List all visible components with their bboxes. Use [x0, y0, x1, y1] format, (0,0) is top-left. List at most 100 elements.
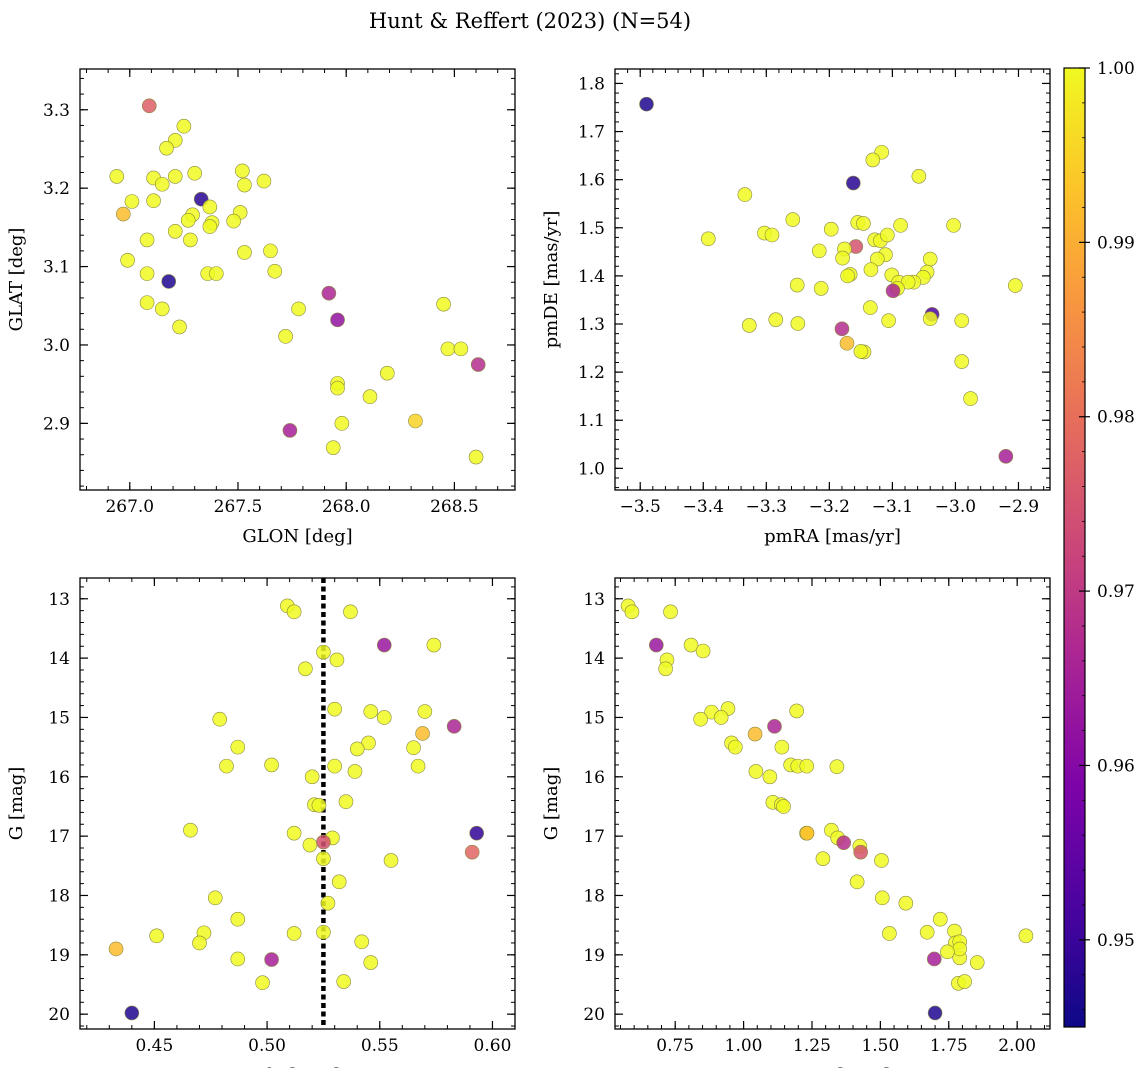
- data-point: [376, 637, 392, 653]
- y-tick-label: 19: [48, 946, 70, 966]
- axes-frame: [614, 68, 1051, 491]
- x-tick-label: 267.0: [105, 497, 154, 517]
- data-point: [361, 735, 376, 751]
- x-tick-label: 1.25: [793, 1036, 831, 1056]
- x-tick-label: −3.2: [809, 497, 850, 517]
- axes-frame: [79, 577, 516, 1030]
- data-point: [180, 213, 196, 228]
- data-point: [330, 312, 345, 328]
- data-point: [785, 212, 801, 227]
- data-point: [304, 769, 320, 785]
- data-point: [926, 951, 942, 967]
- data-point: [464, 844, 480, 860]
- data-point: [316, 834, 331, 850]
- panel-bprp-g: 0.75 1.00 1.25 1.50 1.75 2.00 13 14 15 16 17 18 19 20…: [541, 577, 1051, 1068]
- data-point: [469, 825, 484, 841]
- data-point: [695, 643, 711, 659]
- y-tick-label: 13: [48, 590, 70, 610]
- data-point: [969, 955, 985, 970]
- data-point: [885, 283, 901, 299]
- x-tick-label: 1.75: [930, 1036, 968, 1056]
- y-tick-label: 15: [583, 708, 605, 728]
- y-axis-label: G [mag]: [541, 767, 562, 840]
- data-point: [768, 312, 784, 327]
- y-tick-label: 15: [48, 708, 70, 728]
- data-point: [737, 187, 753, 202]
- data-point: [1008, 278, 1023, 293]
- data-point: [957, 974, 972, 989]
- colorbar-tick-label: 1.00: [1097, 59, 1135, 79]
- data-point: [764, 227, 780, 243]
- data-point: [183, 822, 198, 838]
- data-point: [330, 380, 345, 396]
- data-point: [426, 637, 442, 653]
- data-point: [940, 944, 955, 960]
- y-tick-label: 20: [583, 1005, 605, 1025]
- y-tick-label: 1.3: [578, 315, 605, 335]
- x-tick-label: 1.50: [861, 1036, 899, 1056]
- data-point: [212, 711, 228, 727]
- data-point: [230, 911, 246, 927]
- data-point: [120, 252, 135, 268]
- data-point: [209, 266, 224, 281]
- data-point: [154, 301, 170, 317]
- y-tick-label: 18: [583, 886, 605, 906]
- x-tick-label: −3.5: [620, 497, 661, 517]
- data-point: [286, 825, 302, 841]
- y-tick-label: 1.6: [578, 171, 605, 191]
- data-point: [874, 853, 889, 868]
- data-point: [789, 277, 805, 293]
- axes-frame: [79, 68, 516, 491]
- data-point: [954, 354, 970, 369]
- data-point: [762, 769, 778, 785]
- data-point: [109, 169, 125, 184]
- data-point: [693, 711, 708, 727]
- data-point: [406, 740, 421, 756]
- data-point: [139, 266, 155, 281]
- data-point: [829, 759, 845, 775]
- y-tick-label: 3.1: [43, 258, 70, 278]
- data-point: [767, 719, 782, 734]
- data-point: [139, 232, 155, 248]
- data-point: [639, 96, 654, 112]
- y-tick-label: 1.7: [578, 123, 605, 143]
- data-point: [410, 758, 426, 774]
- data-point: [298, 661, 313, 677]
- data-point: [108, 941, 124, 957]
- data-point: [354, 934, 370, 950]
- x-tick-label: 2.00: [998, 1036, 1036, 1056]
- data-point: [264, 757, 279, 773]
- data-point: [124, 1005, 140, 1021]
- data-point: [856, 216, 871, 231]
- data-point: [376, 710, 392, 725]
- data-point: [327, 758, 342, 774]
- y-tick-label: 3.2: [43, 179, 70, 199]
- y-tick-label: 14: [48, 649, 70, 669]
- y-tick-label: 14: [583, 649, 605, 669]
- data-point: [264, 952, 279, 967]
- data-point: [226, 213, 241, 229]
- data-point: [207, 890, 223, 906]
- data-point: [316, 924, 331, 940]
- data-point: [649, 637, 664, 653]
- x-tick-label: −2.9: [998, 497, 1039, 517]
- data-point: [946, 218, 961, 233]
- data-point: [255, 975, 270, 991]
- colorbar-tick-label: 0.99: [1097, 233, 1135, 253]
- data-point: [954, 313, 970, 328]
- colorbar: 1.00 0.99 0.98 0.97 0.96 0.95: [1063, 59, 1135, 1028]
- data-point: [338, 794, 354, 810]
- data-point: [811, 243, 827, 259]
- data-point: [789, 703, 804, 719]
- data-point: [415, 726, 430, 741]
- data-point: [882, 926, 897, 941]
- x-tick-label: −3.4: [683, 497, 724, 517]
- data-point: [468, 449, 484, 465]
- data-point: [790, 316, 806, 331]
- data-point: [998, 449, 1014, 464]
- y-tick-label: 1.4: [578, 267, 605, 287]
- x-axis-label: pmRA [mas/yr]: [764, 526, 901, 547]
- x-axis-label: BP-RP [mag]: [775, 1065, 890, 1068]
- data-point: [161, 274, 177, 289]
